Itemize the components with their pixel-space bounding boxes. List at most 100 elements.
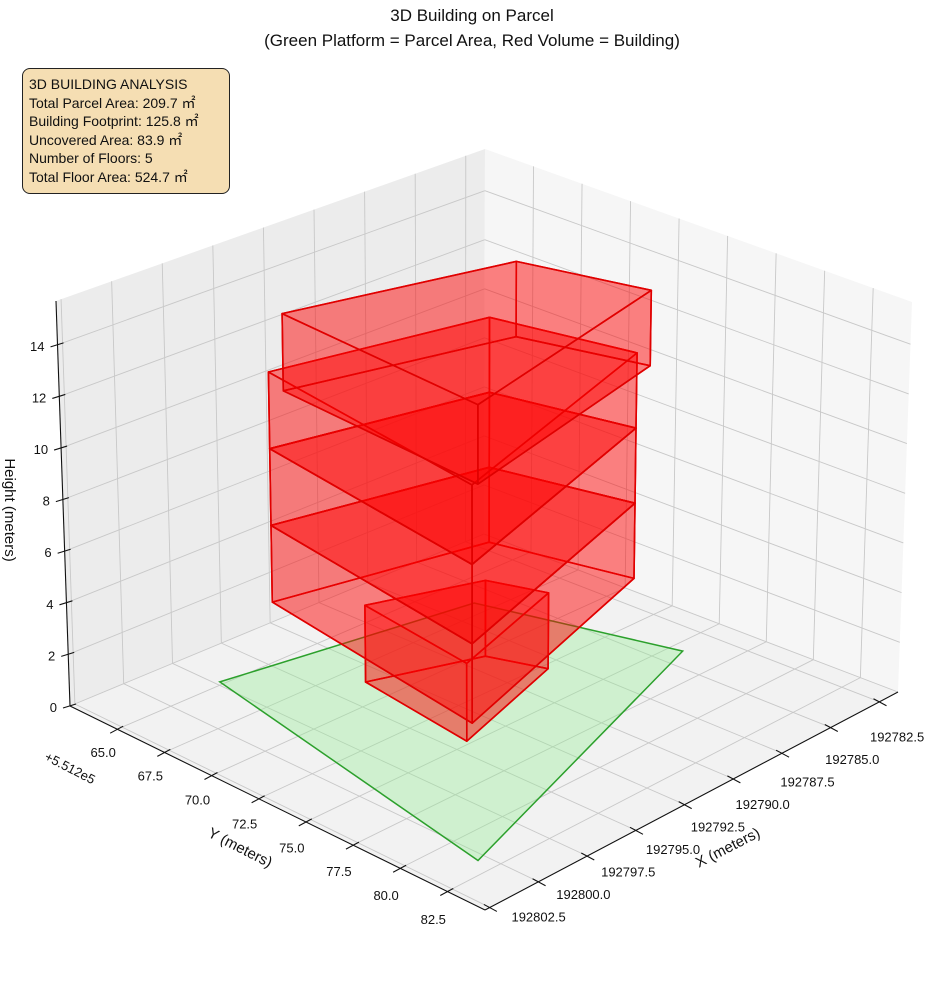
x-tick-label: 192785.0: [825, 752, 879, 767]
gridline-z-left: [68, 484, 485, 655]
y-tick: [109, 725, 124, 734]
gridline-y-wall: [671, 218, 680, 606]
z-tick: [52, 393, 66, 399]
gridline-z-left: [57, 190, 486, 346]
x-tick-label: 192800.0: [556, 887, 610, 902]
y-tick: [204, 772, 218, 781]
info-building-footprint: Building Footprint: 125.8 ㎡: [29, 113, 199, 130]
y-tick-label: 75.0: [279, 840, 304, 855]
gridline-y-wall: [765, 253, 777, 642]
x-tick-label: 192795.0: [646, 842, 700, 857]
gridline-z-left: [62, 337, 485, 501]
x-tick: [532, 878, 546, 887]
x-tick: [678, 801, 692, 810]
gridline-x-floor: [74, 703, 491, 908]
gridline-x-wall: [364, 191, 369, 583]
gridline-z-left: [64, 386, 485, 552]
y-tick-label: 67.5: [138, 769, 163, 784]
info-uncovered-area: Uncovered Area: 83.9 ㎡: [29, 131, 183, 148]
x-tick: [483, 903, 498, 912]
z-axis-label: Height (meters): [1, 458, 18, 561]
gridline-y-floor: [258, 605, 673, 800]
z-tick-label: 12: [32, 390, 46, 405]
gridline-x-floor: [123, 683, 539, 883]
z-tick: [59, 600, 73, 606]
y-tick: [440, 887, 454, 896]
gridline-z-left: [60, 288, 485, 449]
z-tick-label: 2: [48, 648, 55, 663]
gridline-x-wall: [262, 227, 271, 623]
analysis-info-box: 3D BUILDING ANALYSIS Total Parcel Area: …: [22, 68, 230, 194]
floor-4-top-face: [267, 316, 638, 486]
gridline-y-wall: [577, 183, 583, 570]
z-tick: [50, 342, 64, 348]
gridline-y-wall: [812, 270, 826, 660]
y-tick-label: 65.0: [91, 745, 116, 760]
x-tick: [824, 723, 839, 732]
chart-title: 3D Building on Parcel: [390, 6, 554, 25]
x-tick-label: 192782.5: [870, 730, 924, 745]
z-tick: [61, 651, 75, 657]
gridline-y-wall: [859, 288, 874, 678]
x-tick-label: 192792.5: [691, 820, 745, 835]
gridline-x-floor: [172, 662, 588, 857]
gridline-x-wall: [60, 299, 76, 704]
gridline-y-wall: [718, 235, 729, 624]
y-tick-label: 72.5: [232, 816, 257, 831]
z-tick-label: 4: [46, 597, 53, 612]
z-tick-label: 6: [44, 545, 51, 560]
z-tick-label: 0: [50, 700, 57, 715]
y-tick: [392, 864, 407, 873]
gridline-x-wall: [161, 263, 173, 664]
y-tick-label: 70.0: [185, 793, 210, 808]
info-total-floor-area: Total Floor Area: 524.7 ㎡: [29, 168, 188, 185]
floor-pane: [70, 534, 898, 910]
gridline-y-floor: [116, 551, 532, 730]
z-tick: [55, 497, 70, 503]
floor-1-top-face: [364, 579, 550, 665]
gridline-z-right: [483, 533, 899, 693]
gridline-x-wall: [414, 173, 418, 562]
y-tick: [345, 841, 360, 850]
y-offset-text: +5.512e5: [42, 749, 97, 787]
gridline-z-left: [66, 435, 485, 604]
y-tick-label: 82.5: [421, 912, 446, 927]
y-axis-label: Y (meters): [205, 825, 275, 872]
x-tick: [873, 698, 887, 707]
gridline-y-floor: [447, 677, 861, 892]
x-tick: [727, 775, 741, 784]
gridline-x-floor: [269, 622, 685, 806]
gridline-x-wall: [212, 245, 222, 644]
x-tick: [629, 826, 644, 835]
z-axis-line: [55, 300, 71, 707]
y-tick: [298, 818, 313, 827]
z-tick-label: 10: [34, 442, 48, 457]
info-parcel-area: Total Parcel Area: 209.7 ㎡: [29, 94, 196, 111]
chart-subtitle: (Green Platform = Parcel Area, Red Volum…: [264, 31, 680, 50]
x-tick-label: 192787.5: [780, 775, 834, 790]
x-tick-label: 192802.5: [511, 910, 565, 925]
z-tick: [53, 445, 68, 451]
y-tick-label: 77.5: [326, 864, 351, 879]
info-number-of-floors: Number of Floors: 5: [29, 150, 153, 167]
gridline-z-right: [484, 190, 911, 345]
gridline-z-right: [484, 435, 902, 594]
x-tick: [581, 852, 595, 861]
gridline-z-left: [59, 239, 485, 397]
gridline-z-right: [483, 484, 900, 643]
gridline-x-floor: [367, 581, 783, 754]
y-tick-label: 80.0: [373, 888, 398, 903]
y-axis-line: [69, 705, 486, 911]
gridline-z-right: [484, 337, 906, 494]
gridline-x-floor: [221, 642, 637, 831]
gridline-z-right: [484, 239, 909, 395]
floor-5-top-face: [281, 260, 653, 406]
gridline-y-floor: [211, 587, 626, 776]
z-tick: [62, 703, 77, 709]
x-axis-line: [484, 691, 899, 911]
gridline-z-right: [484, 288, 908, 445]
gridline-x-floor: [465, 541, 880, 703]
y-tick: [251, 795, 265, 804]
x-tick-label: 192790.0: [736, 797, 790, 812]
